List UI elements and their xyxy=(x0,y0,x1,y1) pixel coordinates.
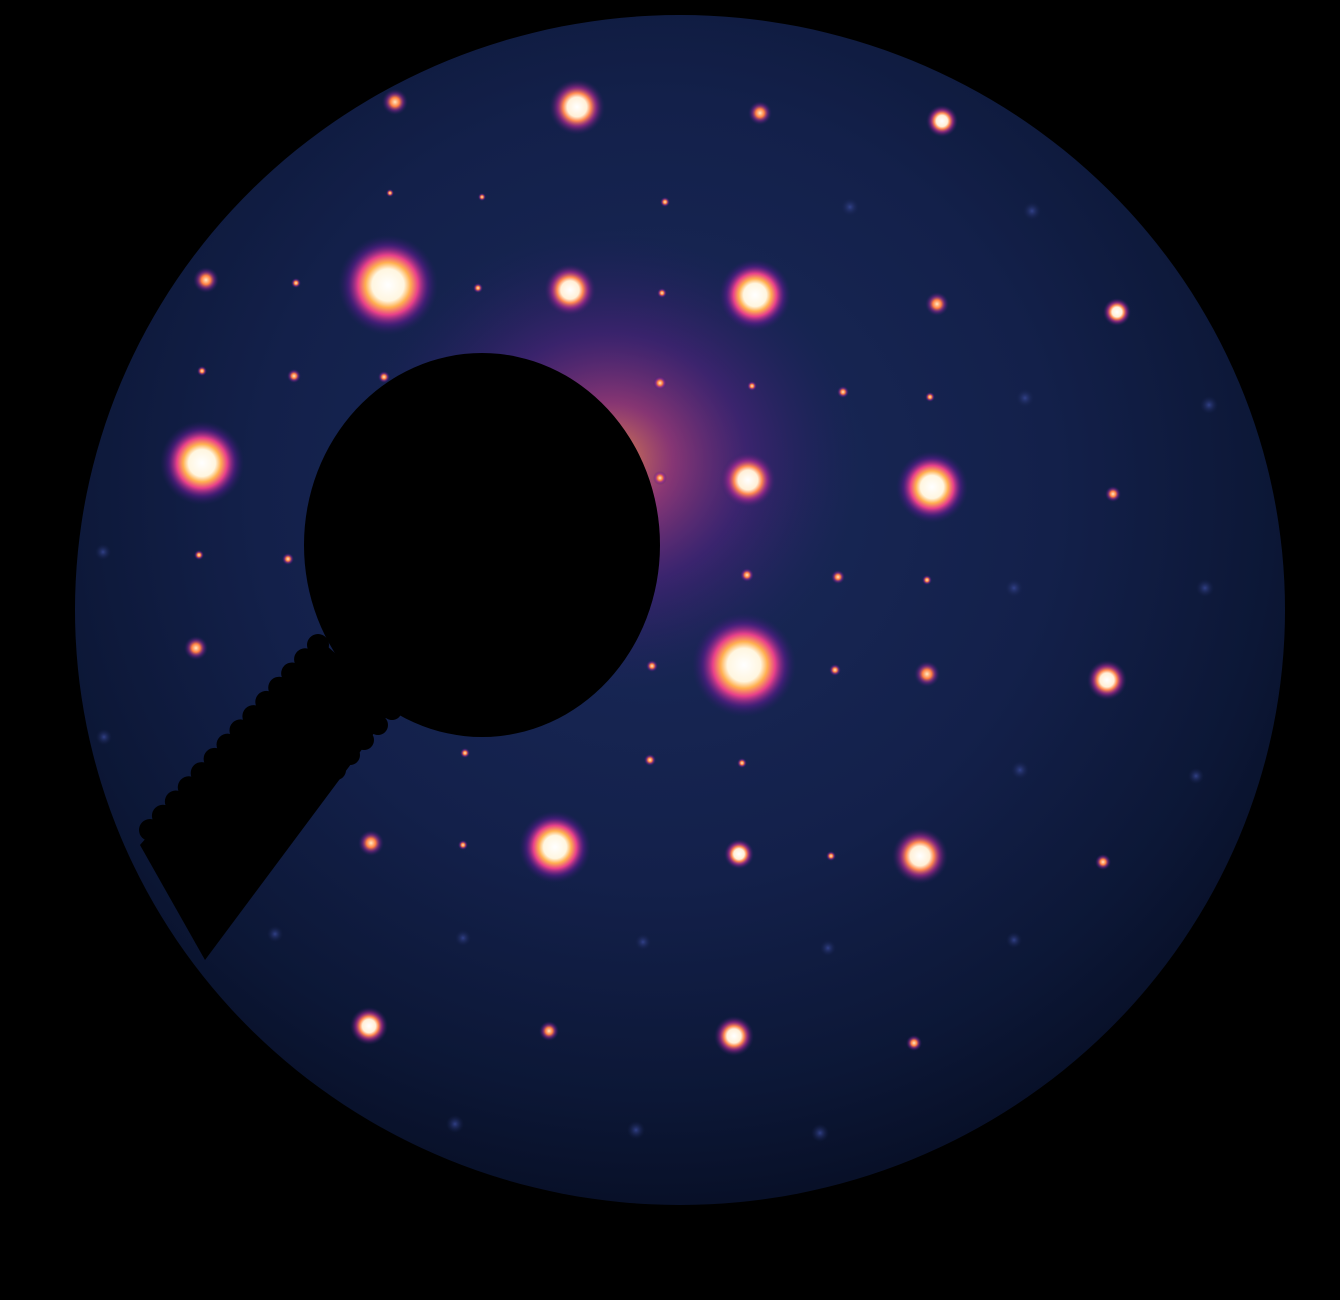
diffraction-spot xyxy=(719,259,791,331)
diffraction-spot xyxy=(829,664,841,676)
diffraction-spot xyxy=(644,754,656,766)
diffraction-spot xyxy=(1095,854,1111,870)
diffraction-spot xyxy=(714,1016,754,1056)
diffraction-spot xyxy=(635,934,651,950)
diffraction-spot xyxy=(193,267,219,293)
diffraction-spot xyxy=(1188,768,1204,784)
diffraction-spot xyxy=(291,278,301,288)
diffraction-spot xyxy=(382,89,408,115)
diffraction-spot xyxy=(925,292,949,316)
diffraction-spot xyxy=(544,264,596,316)
diffraction-spot xyxy=(1023,202,1041,220)
diffraction-spot xyxy=(914,661,940,687)
diffraction-spot xyxy=(811,1124,829,1142)
diffraction-spot xyxy=(267,926,283,942)
diffraction-spot xyxy=(282,553,294,565)
diffraction-spot xyxy=(478,193,486,201)
diffraction-spot xyxy=(1006,932,1022,948)
diffraction-spot xyxy=(660,197,670,207)
diffraction-spot xyxy=(922,575,932,585)
diffraction-spot xyxy=(458,840,468,850)
diffraction-spot xyxy=(896,451,968,523)
diffraction-spot xyxy=(826,851,836,861)
diffraction-spot xyxy=(926,105,958,137)
diffraction-spot xyxy=(184,636,208,660)
diffraction-spot xyxy=(906,1035,922,1051)
diffraction-spot xyxy=(720,452,776,508)
diffraction-spot xyxy=(460,748,470,758)
diffraction-spot xyxy=(197,366,207,376)
diffraction-spot xyxy=(473,283,483,293)
diffraction-spot xyxy=(892,828,948,884)
diffraction-spot xyxy=(549,79,605,135)
diffraction-spot xyxy=(194,550,204,560)
beam-stop xyxy=(304,353,660,737)
diffraction-spot xyxy=(737,758,747,768)
diffraction-spot xyxy=(1087,660,1127,700)
diffraction-spot xyxy=(96,729,112,745)
diffraction-spot xyxy=(837,386,849,398)
holder-arm-body xyxy=(148,640,395,908)
diffraction-spot xyxy=(160,421,244,505)
diffraction-spot xyxy=(1105,486,1121,502)
diffraction-spot xyxy=(748,101,772,125)
diffraction-spot xyxy=(925,392,935,402)
diffraction-spot xyxy=(455,930,471,946)
diffraction-spot xyxy=(1196,579,1214,597)
diffraction-spot xyxy=(338,235,438,335)
diffraction-spot xyxy=(386,189,394,197)
diffraction-spot xyxy=(1103,298,1131,326)
diffraction-spot xyxy=(692,613,796,717)
diffraction-spot xyxy=(350,1007,388,1045)
diffraction-spot xyxy=(841,198,859,216)
diffraction-spot xyxy=(95,544,111,560)
diffraction-spot xyxy=(627,1121,645,1139)
diffraction-spot xyxy=(1016,389,1034,407)
holder-ridges xyxy=(139,634,402,915)
diffraction-spot xyxy=(724,839,754,869)
diffraction-spot xyxy=(740,568,754,582)
diffraction-spot xyxy=(358,830,384,856)
diffraction-spots xyxy=(95,79,1218,1142)
diffraction-spot xyxy=(820,940,836,956)
diffraction-spot xyxy=(378,371,390,383)
diffraction-spot xyxy=(1005,579,1023,597)
diffraction-spot xyxy=(1011,761,1029,779)
diffraction-spot xyxy=(287,369,301,383)
diffraction-spot xyxy=(657,288,667,298)
diffraction-spot xyxy=(653,376,667,390)
diffraction-spot xyxy=(446,1115,464,1133)
diffraction-spot xyxy=(1200,396,1218,414)
diffraction-spot xyxy=(831,570,845,584)
diffraction-spot xyxy=(539,1021,559,1041)
diffraction-spot xyxy=(653,471,667,485)
diffraction-spot xyxy=(646,660,658,672)
diffraction-spot xyxy=(519,811,591,883)
diffraction-spot xyxy=(747,381,757,391)
